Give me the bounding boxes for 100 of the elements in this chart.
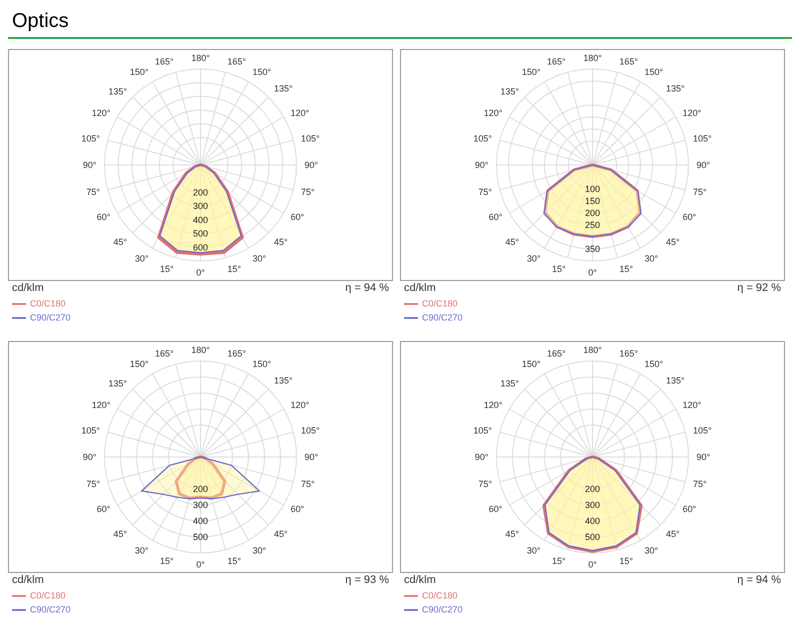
- spoke-label: 180°: [191, 345, 210, 355]
- spoke-label: 60°: [488, 212, 503, 222]
- spoke-label: 45°: [666, 528, 680, 539]
- spoke-label: 165°: [227, 56, 246, 67]
- text: η = 94 %: [345, 282, 389, 294]
- spoke-label: 105°: [692, 425, 712, 436]
- y-tick-label: 600: [192, 242, 208, 252]
- spoke-label: 90°: [304, 160, 319, 170]
- spoke-label: 60°: [682, 212, 697, 222]
- spoke-label: 60°: [682, 504, 697, 514]
- spoke-label: 165°: [154, 348, 174, 359]
- spoke-label: 165°: [619, 56, 638, 67]
- spoke-label: 135°: [108, 86, 128, 97]
- spoke-label: 75°: [86, 187, 100, 198]
- text: cd/klm: [12, 574, 44, 586]
- spoke-label: 135°: [274, 375, 294, 386]
- legend-label: C90/C270: [422, 312, 463, 322]
- spoke-label: 120°: [682, 400, 702, 410]
- spoke-label: 60°: [290, 504, 305, 514]
- spoke-label: 15°: [227, 264, 242, 274]
- y-tick-label: 300: [192, 201, 208, 212]
- spoke-label: 120°: [92, 400, 111, 410]
- spoke-label: 60°: [290, 212, 305, 222]
- spoke-label: 75°: [478, 187, 492, 198]
- text: cd/klm: [404, 574, 436, 586]
- spoke-label: 150°: [522, 358, 541, 369]
- spoke-label: 105°: [300, 133, 320, 144]
- spoke-label: 75°: [692, 187, 707, 198]
- spoke-label: 120°: [484, 400, 503, 410]
- spoke-label: 135°: [500, 86, 520, 97]
- chart-title: Optics: [8, 8, 792, 39]
- spoke-label: 150°: [522, 66, 541, 77]
- y-tick-label: 100: [584, 184, 600, 194]
- y-tick-label: 400: [192, 516, 208, 526]
- spoke-label: 90°: [304, 452, 319, 462]
- spoke-label: 15°: [160, 556, 174, 566]
- spoke-label: 180°: [191, 53, 210, 63]
- spoke-label: 75°: [86, 479, 100, 490]
- spoke-label: 45°: [274, 236, 288, 247]
- text: η = 93 %: [345, 574, 389, 586]
- spoke-label: 90°: [696, 452, 711, 462]
- spoke-label: 180°: [583, 345, 602, 355]
- spoke-label: 105°: [692, 133, 712, 144]
- spoke-label: 90°: [82, 160, 97, 170]
- spoke-label: 105°: [81, 425, 100, 436]
- spoke-label: 45°: [113, 236, 128, 247]
- legend-label: C0/C180: [422, 298, 458, 308]
- spoke-label: 150°: [252, 66, 272, 77]
- text: cd/klm: [12, 282, 44, 294]
- spoke-label: 105°: [81, 133, 100, 144]
- text: η = 92 %: [737, 282, 781, 294]
- spoke-label: 165°: [154, 56, 174, 67]
- spoke-label: 105°: [473, 425, 492, 436]
- spoke-label: 120°: [290, 400, 310, 410]
- spoke-label: 75°: [478, 479, 492, 490]
- spoke-label: 45°: [274, 528, 288, 539]
- spoke-label: 150°: [644, 66, 664, 77]
- spoke-label: 120°: [682, 108, 702, 118]
- spoke-label: 30°: [644, 545, 659, 556]
- text: η = 94 %: [737, 574, 781, 586]
- legend-label: C90/C270: [30, 312, 71, 322]
- spoke-label: 60°: [488, 504, 503, 514]
- spoke-label: 15°: [552, 264, 566, 274]
- spoke-label: 0°: [196, 267, 206, 278]
- spoke-label: 45°: [666, 236, 680, 247]
- spoke-label: 30°: [526, 545, 541, 556]
- spoke-label: 150°: [252, 358, 272, 369]
- spoke-label: 120°: [484, 108, 503, 118]
- spoke-label: 30°: [252, 545, 267, 556]
- spoke-label: 30°: [134, 253, 149, 264]
- spoke-label: 120°: [92, 108, 111, 118]
- spoke-label: 90°: [82, 452, 97, 462]
- spoke-label: 0°: [196, 559, 206, 570]
- y-tick-label: 250: [584, 220, 600, 230]
- spoke-label: 165°: [227, 348, 246, 359]
- spoke-label: 45°: [113, 528, 128, 539]
- spoke-label: 30°: [134, 545, 149, 556]
- spoke-label: 90°: [474, 452, 489, 462]
- y-tick-label: 200: [584, 484, 600, 494]
- spoke-label: 150°: [130, 358, 149, 369]
- spoke-label: 15°: [619, 264, 634, 274]
- spoke-label: 30°: [252, 253, 267, 264]
- spoke-label: 15°: [619, 556, 634, 566]
- spoke-label: 150°: [130, 66, 149, 77]
- y-tick-label: 500: [192, 532, 208, 542]
- spoke-label: 165°: [619, 348, 638, 359]
- spoke-label: 165°: [546, 56, 566, 67]
- spoke-label: 15°: [552, 556, 566, 566]
- text: cd/klm: [404, 282, 436, 294]
- spoke-label: 0°: [588, 267, 598, 278]
- y-tick-label: 400: [192, 214, 208, 225]
- spoke-label: 0°: [588, 559, 598, 570]
- spoke-label: 60°: [96, 212, 111, 222]
- spoke-label: 135°: [666, 83, 686, 94]
- y-tick-label: 300: [584, 500, 600, 510]
- spoke-label: 75°: [300, 479, 315, 490]
- spoke-label: 165°: [546, 348, 566, 359]
- y-tick-label: 200: [192, 484, 208, 494]
- spoke-label: 90°: [696, 160, 711, 170]
- y-tick-label: 500: [192, 228, 208, 239]
